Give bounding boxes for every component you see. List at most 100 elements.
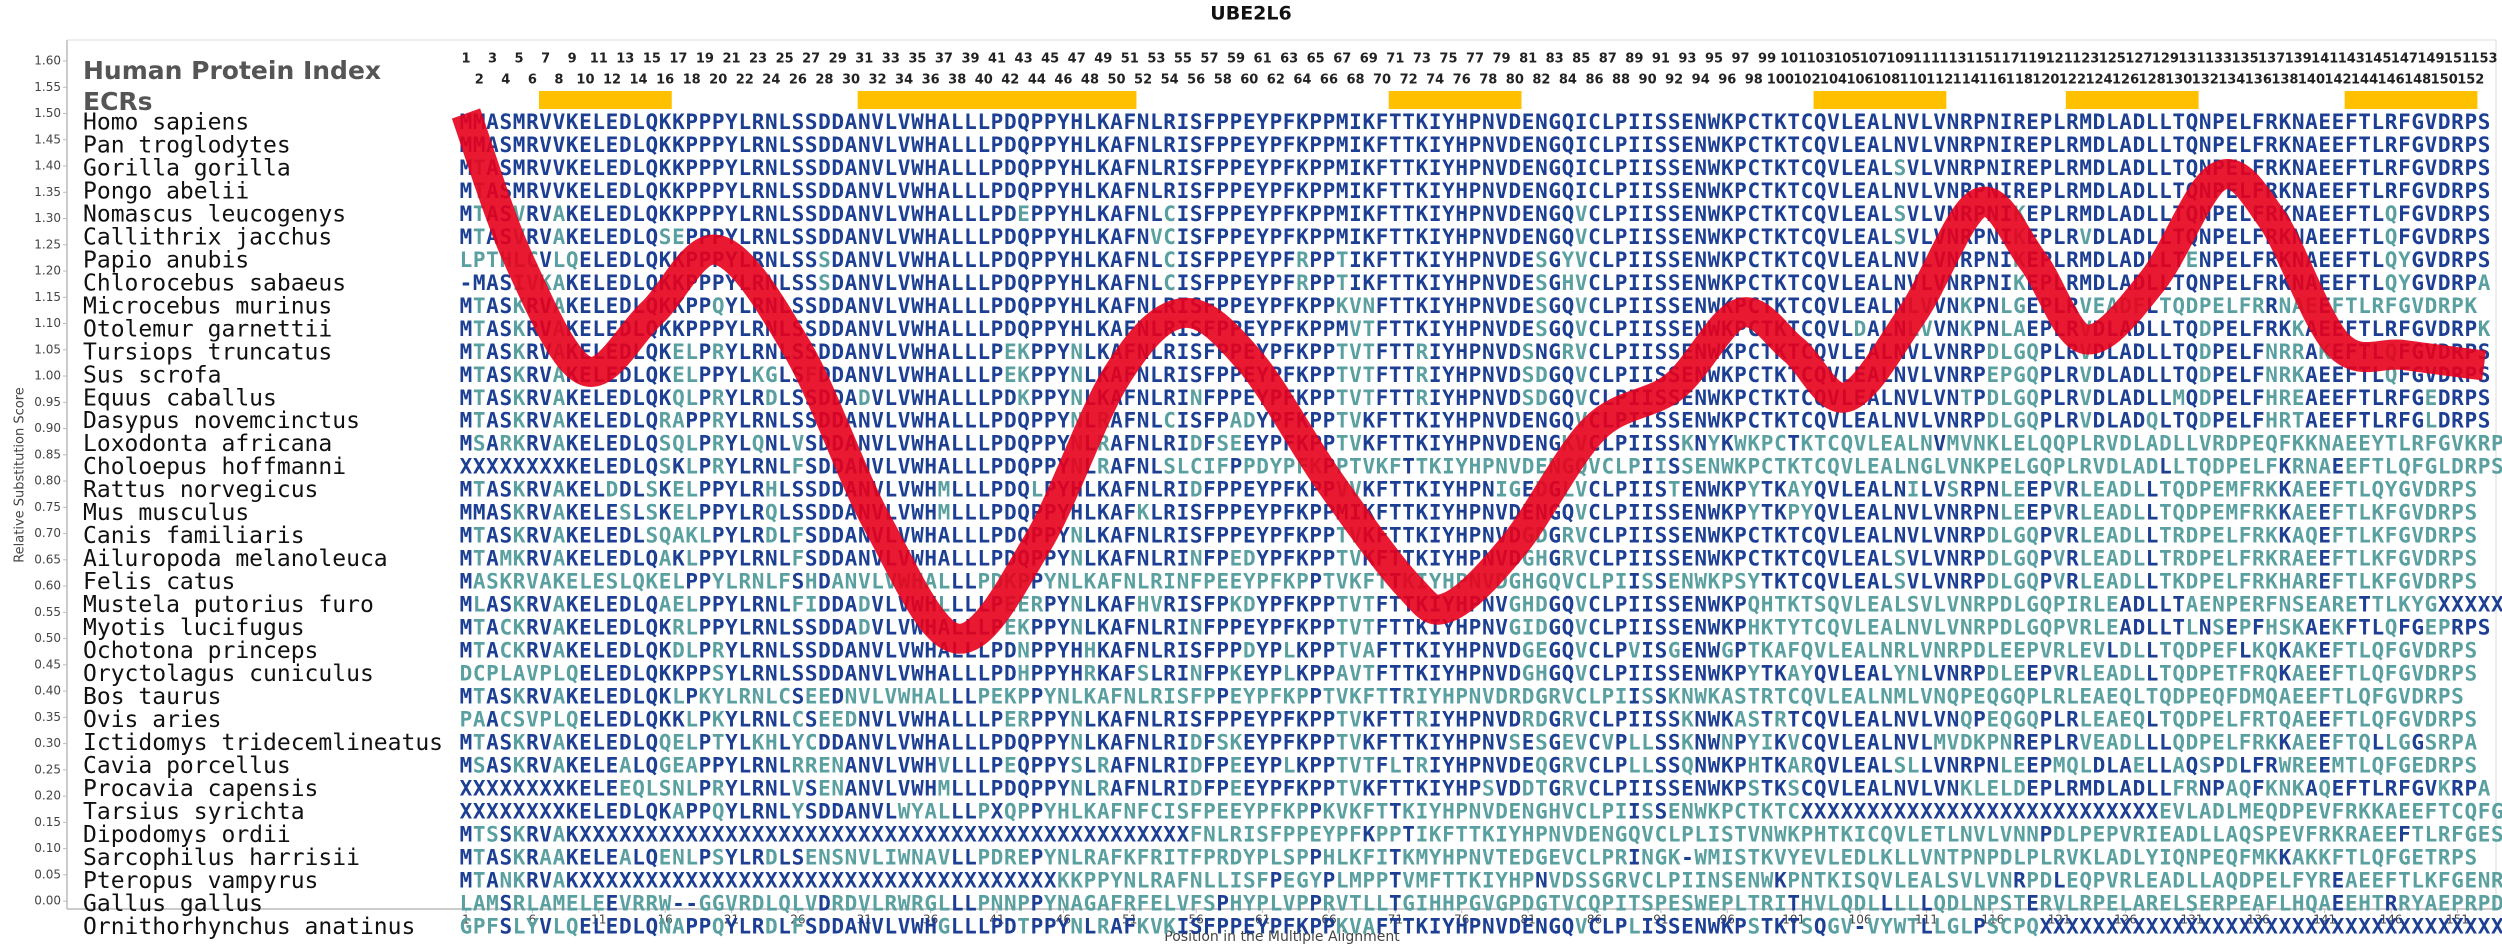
sequence-run: R — [2066, 501, 2079, 525]
sequence-run: PLR — [2040, 409, 2080, 433]
position-number: 110 — [1900, 73, 1927, 88]
sequence-run: S — [499, 891, 512, 915]
position-number: 123 — [2072, 52, 2099, 67]
position-number: 126 — [2112, 73, 2139, 88]
sequence-run: D — [1854, 317, 1867, 341]
sequence-run: N — [1070, 593, 1083, 617]
sequence-run: VMFTTKIYHP — [1402, 868, 1534, 892]
sequence-run: KTCQVLEALN — [1801, 432, 1933, 456]
sequence-run: M — [460, 294, 473, 318]
sequence-run: EP — [2026, 753, 2052, 777]
sequence-run: P — [1270, 868, 1283, 892]
sequence-run: MMASMRVVKELEDLQKKPPPYLRNLSSDDANVLVWHALLL… — [460, 133, 2491, 157]
sequence-run: AVT — [1336, 662, 1375, 686]
position-number: 87 — [1599, 52, 1617, 67]
sequence-run: TCQVLEALNVLVN — [1787, 707, 1959, 731]
sequence-run: D — [1190, 730, 1203, 754]
sequence-run: LE — [2000, 501, 2026, 525]
sequence-run: KELEDLQ — [566, 225, 658, 249]
sequence-run: GVDRPS — [2411, 248, 2490, 272]
position-number: 60 — [1240, 73, 1258, 88]
sequence-run: AEEFTLKFGENRPS — [2345, 868, 2502, 892]
sequence-run: DLGQ — [1986, 409, 2038, 433]
sequence-run: PP — [685, 799, 711, 823]
sequence-run: T — [473, 639, 486, 663]
sequence-run: RP — [2451, 776, 2477, 800]
sequence-run: RD — [1522, 707, 1548, 731]
sequence-run: TK — [1761, 501, 1787, 525]
position-number: 30 — [842, 73, 860, 88]
sequence-run: T — [1787, 891, 1800, 915]
sequence-run: M — [460, 822, 473, 846]
sequence-run: D — [1190, 478, 1203, 502]
sequence-run: PP — [1309, 248, 1335, 272]
sequence-run: KVK — [1137, 914, 1177, 938]
sequence-run: T — [473, 730, 486, 754]
sequence-run: S — [1894, 570, 1907, 594]
sequence-run: F — [792, 547, 805, 571]
sequence: MTASKRVAKELEDLQQELPTYLKHLYCDDANVLVWHALLL… — [460, 730, 2478, 754]
sequence-run: KVA — [1336, 914, 1376, 938]
sequence-run: P — [1031, 799, 1044, 823]
sequence-run: G — [1721, 639, 1734, 663]
sequence-run: PELF — [2212, 386, 2264, 410]
sequence-run: T — [1389, 845, 1402, 869]
sequence-run: VN — [1933, 317, 1959, 341]
position-number: 101 — [1780, 52, 1807, 67]
sequence-run: HV — [1137, 593, 1163, 617]
sequence-run: RV — [526, 593, 552, 617]
sequence-run: - — [1854, 914, 1867, 938]
sequence-run: N — [1070, 340, 1083, 364]
sequence-run: H — [1017, 662, 1030, 686]
sequence-run: A — [486, 616, 499, 640]
x-tick-label: 21 — [724, 913, 739, 927]
sequence-run: PP — [685, 914, 711, 938]
sequence-run: ADLLT — [2119, 593, 2185, 617]
sequence-run: PD — [2026, 868, 2052, 892]
sequence-run: WYAL — [898, 799, 950, 823]
sequence-run: Q — [2385, 616, 2398, 640]
position-number: 5 — [515, 52, 524, 67]
sequence-run: LL — [1628, 753, 1654, 777]
species-name: Microcebus murinus — [83, 293, 332, 319]
sequence-run: RV — [526, 868, 552, 892]
sequence-run: RYAEPRPD — [2398, 891, 2502, 915]
sequence-run: K — [659, 501, 672, 525]
position-number: 109 — [1886, 52, 1913, 67]
sequence-run: D — [2225, 753, 2238, 777]
sequence-run: HKTYTCQVLEALNVLVNRPDLGQPVRLE — [1747, 616, 2118, 640]
sequence: MTASKRVAKELDDLSKELPPYLRHLSSDDANVLVWHMLLL… — [460, 478, 2477, 502]
position-number: 105 — [1833, 52, 1860, 67]
sequence-run: L — [778, 730, 791, 754]
sequence-run: YLRNLSSDDANVLVWHALLLPDQPPY — [725, 409, 1070, 433]
sequence-run: T — [473, 845, 486, 869]
sequence-run: K — [712, 707, 725, 731]
sequence-run: CQVLEALNVL — [1801, 730, 1933, 754]
sequence-run: FTQ — [2332, 730, 2371, 754]
sequence-run: I — [1655, 455, 1668, 479]
sequence-run: Y — [1708, 432, 1721, 456]
position-number: 77 — [1466, 52, 1484, 67]
sequence-run: T — [473, 340, 486, 364]
sequence-run: RV — [526, 730, 552, 754]
sequence-run: R — [2066, 524, 2079, 548]
ecr-bar — [538, 91, 672, 109]
position-number: 6 — [528, 73, 537, 88]
sequence-run: LS — [778, 845, 804, 869]
sequence-run: L — [2146, 570, 2159, 594]
sequence: PAACSVPLQELEDLQKKLPKYLRNLCSEEDNVLVWHALLL… — [460, 707, 2477, 731]
sequence-run: RV — [526, 639, 552, 663]
sequence: MTASMRVVKELEDLQKKPPPYLRNLSSDDANVLVWHALLL… — [460, 179, 2491, 203]
sequence-run: LEADL — [2079, 501, 2145, 525]
sequence-run: TS — [473, 822, 499, 846]
sequence-run: REPLR — [2013, 730, 2079, 754]
sequence-run: AS — [486, 386, 512, 410]
ecr-bar — [857, 91, 1137, 109]
position-number: 18 — [683, 73, 701, 88]
sequence-run: D — [765, 845, 778, 869]
sequence-run: I — [1628, 799, 1641, 823]
sequence-run: EGY — [1283, 868, 1323, 892]
sequence-run: T — [1402, 822, 1415, 846]
sequence-run: L — [2146, 501, 2159, 525]
